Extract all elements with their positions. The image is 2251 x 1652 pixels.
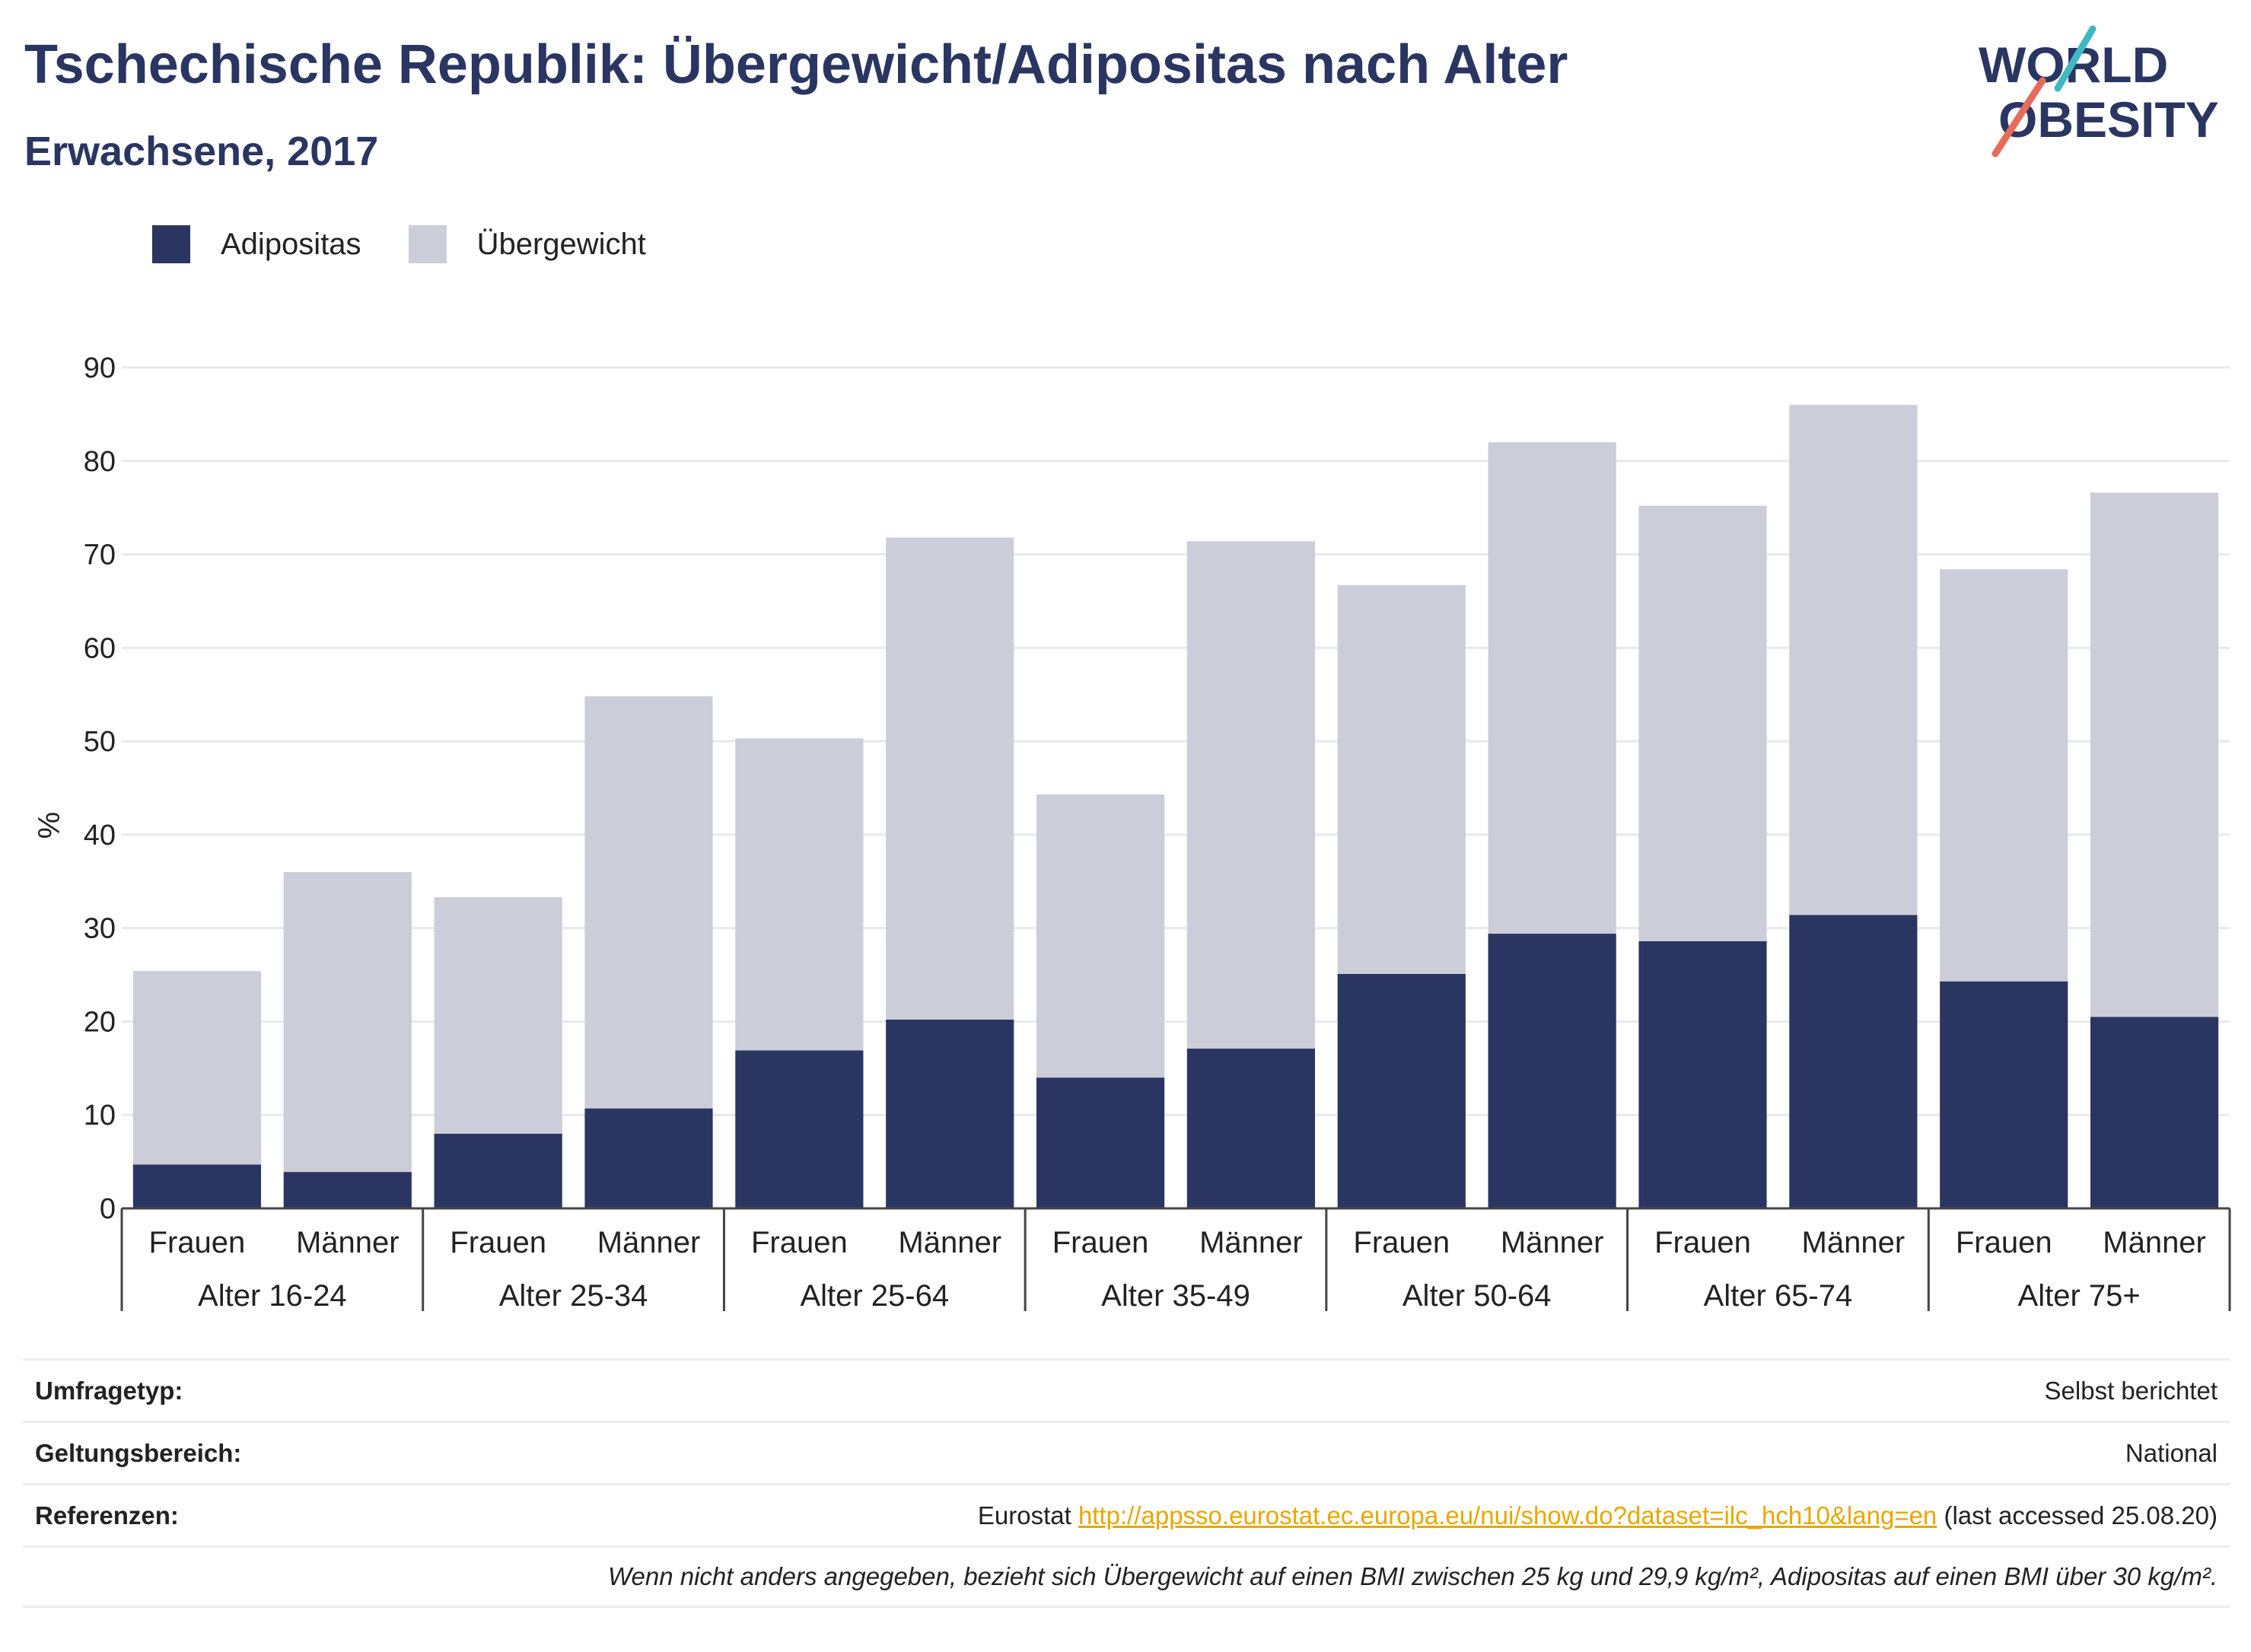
bar-adipositas: [132, 1164, 262, 1208]
y-tick-label: 10: [84, 1100, 116, 1132]
x-subcategory-label: Frauen: [1353, 1226, 1450, 1259]
references-value: Eurostat http://appsso.eurostat.ec.europ…: [978, 1501, 2230, 1530]
bar-adipositas: [1488, 934, 1616, 1208]
x-group-label: Alter 35-49: [1101, 1279, 1250, 1313]
x-subcategory-label: Frauen: [149, 1226, 246, 1259]
x-subcategory-label: Männer: [1802, 1226, 1906, 1259]
bar-uebergewicht: [2090, 492, 2219, 1017]
bar-uebergewicht: [132, 971, 262, 1165]
x-subcategory-label: Männer: [898, 1226, 1001, 1259]
survey-value: Selbst berichtet: [2044, 1376, 2218, 1405]
bar-uebergewicht: [886, 537, 1014, 1020]
legend-item-uebergewicht: Übergewicht: [408, 225, 646, 263]
y-axis-label: %: [33, 812, 66, 839]
reference-source: Eurostat: [977, 1501, 1071, 1529]
x-subcategory-label: Frauen: [1956, 1226, 2052, 1259]
info-row-references: Referenzen: Eurostat http://appsso.euros…: [23, 1483, 2230, 1545]
x-group-label: Alter 50-64: [1402, 1279, 1552, 1313]
definition-note: Wenn nicht anders angegeben, bezieht sic…: [607, 1562, 2218, 1590]
info-row-survey: Umfragetyp: Selbst berichtet: [23, 1358, 2230, 1421]
reference-accessed: (last accessed 25.08.20): [1944, 1501, 2218, 1529]
info-row-scope: Geltungsbereich: National: [23, 1421, 2230, 1483]
x-group-label: Alter 65-74: [1704, 1279, 1853, 1313]
bar-adipositas: [886, 1019, 1014, 1208]
bar-adipositas: [1638, 941, 1767, 1208]
y-tick-label: 30: [84, 913, 116, 945]
y-tick-label: 60: [84, 632, 116, 664]
bar-uebergewicht: [584, 696, 713, 1109]
bar-adipositas: [1337, 973, 1466, 1208]
bar-adipositas: [1036, 1077, 1165, 1208]
info-row-note: Wenn nicht anders angegeben, bezieht sic…: [23, 1545, 2230, 1608]
y-tick-label: 50: [84, 726, 116, 758]
bar-uebergewicht: [434, 897, 562, 1134]
y-tick-label: 0: [100, 1193, 116, 1225]
world-obesity-logo: WORLD OBESITY: [1979, 25, 2219, 158]
page-title: Tschechische Republik: Übergewicht/Adipo…: [24, 34, 1568, 95]
x-subcategory-label: Frauen: [450, 1226, 546, 1259]
logo-accent-teal: [2054, 25, 2097, 92]
bar-adipositas: [283, 1172, 412, 1208]
bar-uebergewicht: [1036, 794, 1165, 1078]
bar-adipositas: [1940, 981, 2068, 1208]
bar-adipositas: [1186, 1049, 1316, 1208]
info-table: Umfragetyp: Selbst berichtet Geltungsber…: [23, 1358, 2230, 1608]
logo-accent-red: [1992, 77, 2046, 158]
references-label: Referenzen:: [35, 1501, 179, 1529]
y-tick-label: 90: [84, 352, 116, 384]
x-subcategory-label: Männer: [1199, 1226, 1303, 1259]
y-tick-label: 40: [84, 820, 116, 851]
legend-swatch: [152, 225, 190, 263]
x-subcategory-label: Frauen: [751, 1226, 848, 1259]
x-group-label: Alter 25-34: [499, 1279, 648, 1313]
y-tick-label: 80: [84, 446, 116, 478]
reference-link[interactable]: http://appsso.eurostat.ec.europa.eu/nui/…: [1078, 1501, 1937, 1529]
bar-uebergewicht: [735, 738, 864, 1051]
scope-value: National: [2125, 1438, 2218, 1467]
bar-chart: 0 10 20 30 40 50 60 70 80 90% Frauen Männer Alter 16…: [33, 352, 2231, 1313]
page-subtitle: Erwachsene, 2017: [24, 129, 379, 174]
bar-adipositas: [434, 1133, 562, 1208]
legend-label: Übergewicht: [476, 227, 646, 261]
x-group-label: Alter 75+: [2018, 1279, 2141, 1313]
scope-label: Geltungsbereich:: [35, 1438, 242, 1467]
bar-uebergewicht: [1337, 585, 1466, 974]
y-tick-label: 20: [84, 1006, 116, 1038]
survey-label: Umfragetyp:: [35, 1376, 183, 1405]
x-subcategory-label: Männer: [597, 1226, 701, 1259]
bar-uebergewicht: [283, 871, 412, 1173]
bar-adipositas: [2090, 1017, 2219, 1208]
logo-line2: OBESITY: [1998, 91, 2219, 148]
bar-adipositas: [584, 1108, 713, 1208]
bar-uebergewicht: [1940, 569, 2068, 982]
x-subcategory-label: Frauen: [1654, 1226, 1751, 1259]
legend-label: Adipositas: [221, 227, 361, 261]
legend-swatch: [408, 225, 447, 263]
x-group-label: Alter 16-24: [198, 1279, 347, 1313]
x-subcategory-label: Frauen: [1052, 1226, 1149, 1259]
x-group-label: Alter 25-64: [800, 1279, 949, 1313]
y-tick-label: 70: [84, 540, 116, 571]
bar-adipositas: [1789, 915, 1918, 1208]
bar-uebergewicht: [1638, 505, 1767, 941]
bar-adipositas: [735, 1050, 864, 1208]
x-subcategory-label: Männer: [296, 1226, 400, 1259]
bar-uebergewicht: [1488, 442, 1616, 934]
bar-uebergewicht: [1186, 541, 1316, 1049]
chart-legend: Adipositas Übergewicht: [152, 225, 693, 263]
bar-uebergewicht: [1789, 405, 1918, 915]
x-subcategory-label: Männer: [1501, 1226, 1604, 1259]
legend-item-adipositas: Adipositas: [152, 225, 361, 263]
x-subcategory-label: Männer: [2103, 1226, 2206, 1259]
